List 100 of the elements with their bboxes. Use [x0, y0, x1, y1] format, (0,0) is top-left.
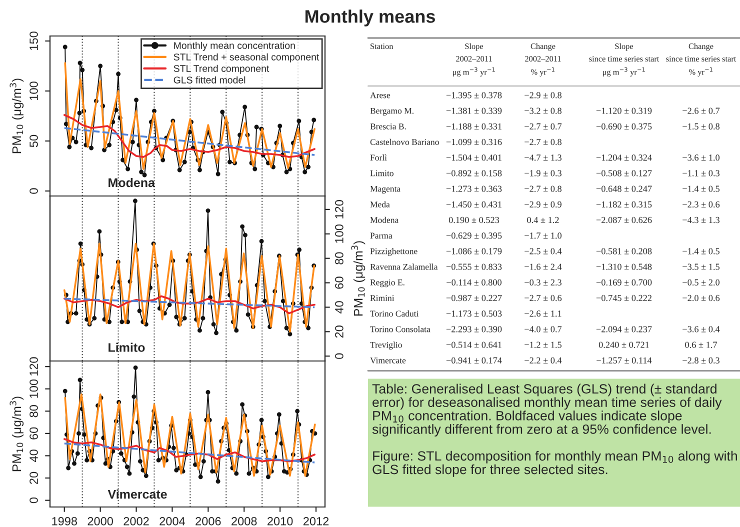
text: Figure: STL decomposition for monthly mean PM$_{10}$ along with GLS fitted slope for three selected sites.: [372, 450, 737, 477]
category-label: Brescia B.: [370, 124, 406, 130]
x-tick-label: 2010: [268, 517, 293, 526]
text: −0.5 ± 2.0: [682, 279, 720, 286]
text: −0.892 ± 0.158: [446, 170, 502, 176]
text: −1.381 ± 0.339: [446, 108, 502, 114]
text: −2.7 ± 0.7: [524, 123, 562, 130]
text: −0.648 ± 0.247: [596, 186, 652, 192]
text: −0.114 ± 0.800: [446, 279, 502, 286]
text: −1.099 ± 0.316: [446, 138, 502, 146]
category-label: Reggio E.: [370, 279, 404, 288]
category-label: Pizzighettone: [370, 248, 418, 256]
text: −1.188 ± 0.331: [446, 123, 502, 130]
text: −1.310 ± 0.548: [596, 264, 652, 270]
y2-tick-label: 20: [335, 326, 344, 338]
text: 0.6 ± 1.7: [685, 342, 717, 348]
category-label: Forlì: [370, 154, 387, 161]
text: −1.4 ± 0.5: [682, 186, 720, 192]
y-tick-label: 20: [30, 472, 38, 484]
line-series: [63, 114, 316, 158]
annotation: Limito: [108, 342, 145, 352]
y-tick-label: 50: [30, 134, 38, 148]
x-tick-label: 1998: [52, 517, 77, 526]
text: −2.0 ± 0.6: [682, 294, 720, 302]
text: −2.293 ± 0.390: [446, 326, 502, 332]
text: −2.6 ± 1.1: [524, 310, 562, 317]
category-label: Torino Caduti: [370, 310, 419, 317]
category-label: Meda: [370, 201, 390, 208]
category-label: Slope 2002–2011 μg m$^{−3}$ yr$^{−1}$: [452, 43, 495, 77]
category-label: Parma: [370, 232, 392, 239]
y-tick-label: 0: [30, 188, 38, 194]
text: −4.7 ± 1.3: [524, 154, 562, 161]
text: −2.7 ± 0.8: [524, 138, 562, 146]
y-tick-label: 100: [30, 379, 38, 398]
category-label: Magenta: [370, 186, 400, 194]
category-label: Station: [370, 44, 394, 50]
text: −1.7 ± 1.0: [524, 232, 562, 239]
y2-tick-label: 60: [335, 276, 344, 289]
text: −2.7 ± 0.8: [524, 186, 562, 192]
x-tick-label: 2002: [124, 517, 149, 526]
x-tick-label: 2000: [88, 517, 113, 526]
text: −4.3 ± 1.3: [682, 216, 720, 224]
line-series: [63, 438, 316, 462]
line-series: [63, 295, 316, 314]
legend-label: GLS fitted model: [174, 76, 246, 84]
text: −1.204 ± 0.324: [596, 154, 652, 161]
text: −1.5 ± 0.8: [682, 123, 720, 130]
y-tick-label: 150: [30, 32, 38, 50]
text: −2.8 ± 0.3: [682, 357, 720, 364]
text: −1.120 ± 0.319: [596, 108, 652, 114]
legend-label: Monthly mean concentration: [174, 42, 295, 51]
legend-label: STL Trend + seasonal component: [174, 53, 320, 62]
category-label: Treviglio: [370, 342, 402, 350]
text: 0.190 ± 0.523: [448, 216, 500, 224]
text: −0.555 ± 0.833: [446, 264, 502, 270]
category-label: Change 2002–2011 % yr$^{−1}$: [525, 43, 561, 76]
category-label: Torino Consolata: [370, 326, 430, 332]
text: Monthly means: [306, 10, 435, 26]
text: −0.987 ± 0.227: [446, 294, 502, 302]
y2-tick-label: 80: [335, 252, 344, 264]
y2-axis-title: PM$_{10}$ (μg/m$^{3}$): [351, 241, 366, 316]
text: −2.094 ± 0.237: [596, 326, 652, 332]
y-tick-label: 60: [30, 427, 38, 440]
y-tick-label: 40: [30, 450, 38, 462]
text: −0.941 ± 0.174: [446, 357, 502, 364]
annotation: Vimercate: [108, 490, 167, 499]
text: −1.2 ± 1.5: [524, 342, 562, 348]
y-tick-label: 100: [30, 82, 38, 100]
text: −1.504 ± 0.401: [446, 154, 502, 161]
category-label: Bergamo M.: [370, 108, 414, 116]
y-axis-title: PM$_{10}$ (μg/m$^{3}$): [10, 78, 24, 154]
x-tick-label: 2008: [232, 517, 257, 526]
text: −2.5 ± 0.4: [524, 248, 562, 254]
text: −3.2 ± 0.8: [524, 108, 562, 114]
text: −2.9 ± 0.9: [524, 201, 562, 208]
text: −1.173 ± 0.503: [446, 310, 502, 317]
text: −2.3 ± 0.6: [682, 201, 720, 208]
text: −2.7 ± 0.6: [524, 294, 562, 302]
text: −3.5 ± 1.5: [682, 264, 720, 270]
legend-label: STL Trend component: [174, 64, 270, 74]
y2-tick-label: 100: [335, 224, 344, 243]
y2-tick-label: 0: [335, 353, 344, 359]
text: −1.450 ± 0.431: [446, 201, 502, 208]
text: −0.745 ± 0.222: [596, 294, 652, 302]
text: −2.9 ± 0.8: [524, 92, 562, 98]
text: −1.257 ± 0.114: [596, 357, 652, 364]
text: −0.629 ± 0.395: [446, 232, 502, 239]
text: −0.581 ± 0.208: [596, 248, 652, 254]
y-tick-label: 0: [30, 497, 38, 504]
category-label: Ravenna Zalamella: [370, 264, 438, 270]
text: −0.514 ± 0.641: [446, 342, 502, 348]
y2-tick-label: 40: [335, 301, 344, 314]
category-label: Slope since time series start μg m$^{−3}$ yr$^{−1}$: [589, 43, 660, 77]
text: −2.087 ± 0.626: [596, 216, 652, 224]
x-tick-label: 2004: [160, 517, 186, 526]
text: −0.690 ± 0.375: [596, 123, 652, 130]
text: −1.4 ± 0.5: [682, 248, 720, 254]
text: −0.508 ± 0.127: [596, 170, 652, 176]
text: −1.6 ± 2.4: [524, 264, 562, 270]
y-tick-label: 80: [30, 405, 38, 418]
